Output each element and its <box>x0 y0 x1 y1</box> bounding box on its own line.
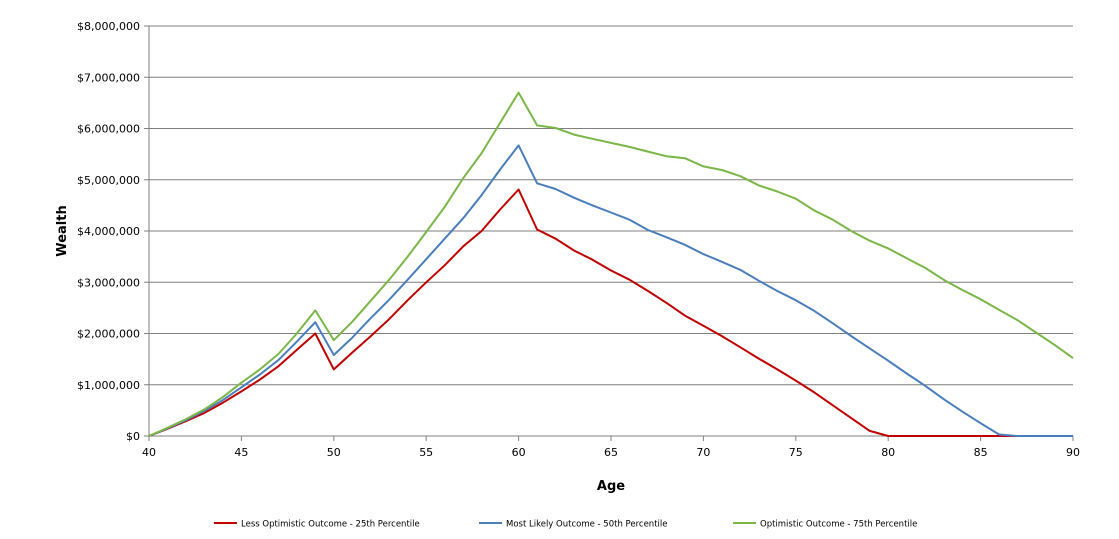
series-line <box>148 144 1073 437</box>
legend: Less Optimistic Outcome - 25th Percentil… <box>214 520 917 530</box>
x-tick-label: 50 <box>327 446 341 459</box>
gridlines <box>149 25 1073 386</box>
legend-item: Less Optimistic Outcome - 25th Percentil… <box>214 520 420 530</box>
y-tick-label: $3,000,000 <box>77 276 140 289</box>
x-tick-label: 55 <box>419 446 433 459</box>
x-tick-label: 65 <box>604 446 618 459</box>
legend-label: Most Likely Outcome - 50th Percentile <box>506 520 667 530</box>
y-axis-title: Wealth <box>55 205 70 256</box>
x-tick-label: 60 <box>512 446 526 459</box>
x-tick-label: 40 <box>142 446 156 459</box>
x-tick-label: 90 <box>1066 446 1080 459</box>
x-tick-label: 70 <box>696 446 710 459</box>
x-tick-label: 75 <box>789 446 803 459</box>
y-axis-ticks: $0 $1,000,000 $2,000,000 $3,000,000 $4,000,0… <box>77 20 149 443</box>
y-tick-label: $4,000,000 <box>77 225 140 238</box>
x-axis-ticks: 40 45 50 55 60 65 70 75 80 85 90 <box>142 436 1080 459</box>
series-line <box>148 188 1073 437</box>
legend-item: Most Likely Outcome - 50th Percentile <box>479 520 667 530</box>
legend-label: Optimistic Outcome - 75th Percentile <box>760 520 917 530</box>
x-tick-label: 85 <box>974 446 988 459</box>
y-tick-label: $0 <box>126 430 140 443</box>
y-tick-label: $8,000,000 <box>77 20 140 33</box>
x-tick-label: 45 <box>234 446 248 459</box>
y-tick-label: $6,000,000 <box>77 123 140 136</box>
legend-item: Optimistic Outcome - 75th Percentile <box>733 520 917 530</box>
y-tick-label: $2,000,000 <box>77 328 140 341</box>
y-tick-label: $7,000,000 <box>77 71 140 84</box>
series-line <box>148 91 1074 437</box>
series-lines <box>148 91 1074 437</box>
x-tick-label: 80 <box>881 446 895 459</box>
y-tick-label: $5,000,000 <box>77 174 140 187</box>
y-tick-label: $1,000,000 <box>77 379 140 392</box>
legend-label: Less Optimistic Outcome - 25th Percentil… <box>241 520 420 530</box>
x-axis-title: Age <box>597 479 625 494</box>
